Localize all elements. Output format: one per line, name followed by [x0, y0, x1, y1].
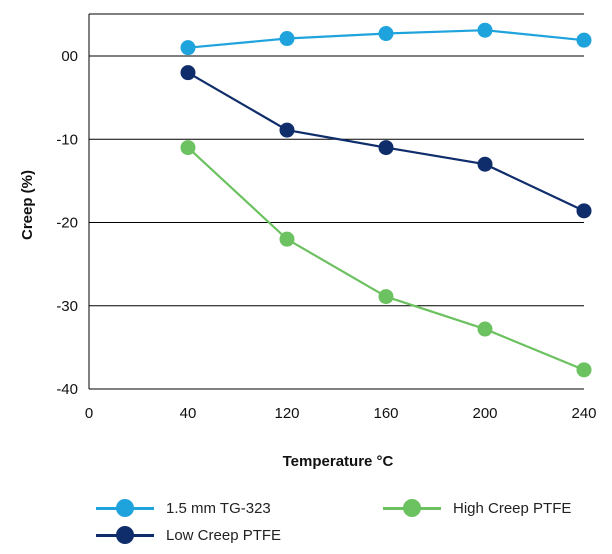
legend-item-tg323: 1.5 mm TG-323 — [96, 498, 271, 518]
y-tick-label: -20 — [56, 215, 78, 232]
data-point — [477, 321, 493, 337]
legend-item-high-creep: High Creep PTFE — [383, 498, 571, 518]
data-point — [576, 362, 592, 378]
data-point — [576, 32, 592, 48]
data-point — [279, 31, 295, 47]
legend-swatch-high-creep — [383, 498, 441, 518]
legend-swatch-tg323 — [96, 498, 154, 518]
x-axis-label: Temperature °C — [283, 453, 394, 470]
y-axis-label: Creep (%) — [19, 170, 36, 240]
x-tick-label: 120 — [274, 405, 299, 422]
data-point — [477, 22, 493, 38]
x-tick-label: 160 — [373, 405, 398, 422]
legend-label-low-creep: Low Creep PTFE — [166, 526, 282, 544]
y-tick-label: -30 — [56, 298, 78, 315]
x-tick-labels: 0 40 120 160 200 240 — [85, 405, 597, 422]
data-point — [477, 156, 493, 172]
series-points — [180, 22, 592, 378]
data-point — [279, 122, 295, 138]
data-point — [378, 140, 394, 156]
series-lines — [187, 29, 585, 371]
data-point — [378, 289, 394, 305]
x-tick-label: 40 — [180, 405, 197, 422]
x-tick-label: 200 — [472, 405, 497, 422]
data-point — [180, 65, 196, 81]
data-point — [576, 203, 592, 219]
y-tick-label: -40 — [56, 381, 78, 398]
legend-item-low-creep: Low Creep PTFE — [96, 525, 281, 545]
data-point — [180, 140, 196, 156]
data-point — [180, 40, 196, 56]
y-tick-label: -10 — [56, 131, 78, 148]
y-tick-labels: 00 -10 -20 -30 -40 — [56, 48, 78, 398]
data-point — [378, 26, 394, 42]
legend-swatch-low-creep — [96, 525, 154, 545]
data-point — [279, 231, 295, 247]
grid-lines — [89, 13, 584, 390]
legend-label-high-creep: High Creep PTFE — [453, 499, 572, 517]
legend-label-tg323: 1.5 mm TG-323 — [166, 499, 271, 517]
x-tick-label: 0 — [85, 405, 93, 422]
x-tick-label: 240 — [571, 405, 596, 422]
y-tick-label: 00 — [61, 48, 78, 65]
series-line-2 — [187, 146, 585, 371]
